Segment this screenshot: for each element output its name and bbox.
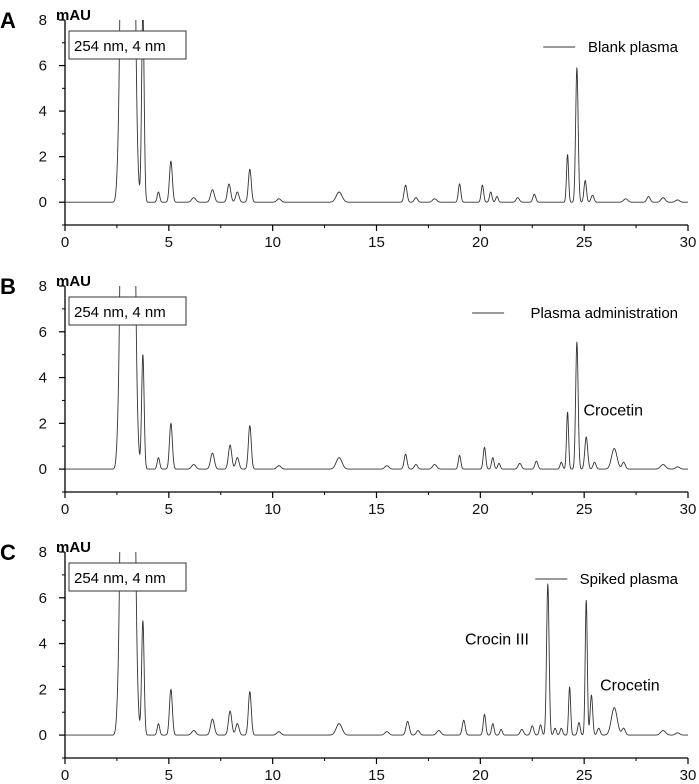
info-box: [68, 30, 187, 60]
x-tick-label: 0: [61, 501, 69, 518]
x-tick-label: 0: [61, 767, 69, 784]
x-tick-label: 15: [368, 767, 385, 784]
info-box-text: 254 nm, 4 nm: [74, 570, 166, 587]
x-tick-label: 0: [61, 234, 69, 251]
peak-annotation: Crocin III: [465, 632, 529, 649]
x-tick-label: 30: [680, 501, 697, 518]
x-tick-label: 15: [368, 501, 385, 518]
x-tick-label: 25: [576, 234, 593, 251]
x-tick-label: 10: [264, 501, 281, 518]
y-tick-label: 8: [39, 544, 47, 561]
y-tick-label: 4: [39, 636, 47, 653]
info-box-text: 254 nm, 4 nm: [74, 304, 166, 321]
x-tick-label: 10: [264, 234, 281, 251]
info-box: [68, 562, 187, 592]
peak-annotation: Crocetin: [583, 402, 643, 419]
y-axis-unit: mAU: [56, 539, 91, 556]
legend-label: Blank plasma: [588, 39, 679, 56]
panel-label: C: [0, 540, 16, 565]
x-tick-label: 5: [165, 501, 173, 518]
y-tick-label: 8: [39, 278, 47, 295]
y-tick-label: 0: [39, 461, 47, 478]
y-tick-label: 6: [39, 590, 47, 607]
panel-a: 0 2 4 6 8 0 5 10 15 20 25 30 A mAU 254 nm, 4 nm Blank p…: [0, 7, 697, 251]
peak-annotation: Crocetin: [600, 677, 660, 694]
x-tick-label: 10: [264, 767, 281, 784]
info-box-text: 254 nm, 4 nm: [74, 38, 166, 55]
y-tick-label: 0: [39, 194, 47, 211]
panel-label: A: [0, 8, 16, 33]
panel-b: 0 2 4 6 8 0 5 10 15 20 25 30 B mAU 254 nm, 4 nm Plasma …: [0, 273, 697, 518]
y-tick-label: 6: [39, 58, 47, 75]
y-tick-label: 8: [39, 12, 47, 29]
legend-label: Plasma administration: [530, 305, 678, 322]
chromatogram-trace: [65, 552, 688, 736]
x-tick-label: 20: [472, 234, 489, 251]
y-tick-label: 2: [39, 149, 47, 166]
x-tick-label: 25: [576, 501, 593, 518]
x-tick-label: 20: [472, 501, 489, 518]
x-tick-label: 25: [576, 767, 593, 784]
chromatogram-trace: [65, 20, 688, 203]
y-tick-label: 4: [39, 370, 47, 387]
y-tick-label: 2: [39, 415, 47, 432]
y-tick-label: 2: [39, 681, 47, 698]
x-tick-label: 20: [472, 767, 489, 784]
info-box: [68, 296, 187, 326]
panel-label: B: [0, 274, 16, 299]
y-axis-unit: mAU: [56, 7, 91, 24]
y-axis-unit: mAU: [56, 273, 91, 290]
y-tick-label: 4: [39, 103, 47, 120]
y-tick-label: 6: [39, 324, 47, 341]
chromatogram-trace: [65, 286, 688, 470]
panel-c: 0 2 4 6 8 0 5 10 15 20 25 30 C mAU 254 nm, 4 nm Spiked …: [0, 539, 697, 784]
x-tick-label: 5: [165, 767, 173, 784]
x-tick-label: 30: [680, 767, 697, 784]
x-tick-label: 30: [680, 234, 697, 251]
x-tick-label: 5: [165, 234, 173, 251]
y-tick-label: 0: [39, 727, 47, 744]
x-tick-label: 15: [368, 234, 385, 251]
legend-label: Spiked plasma: [580, 571, 679, 588]
